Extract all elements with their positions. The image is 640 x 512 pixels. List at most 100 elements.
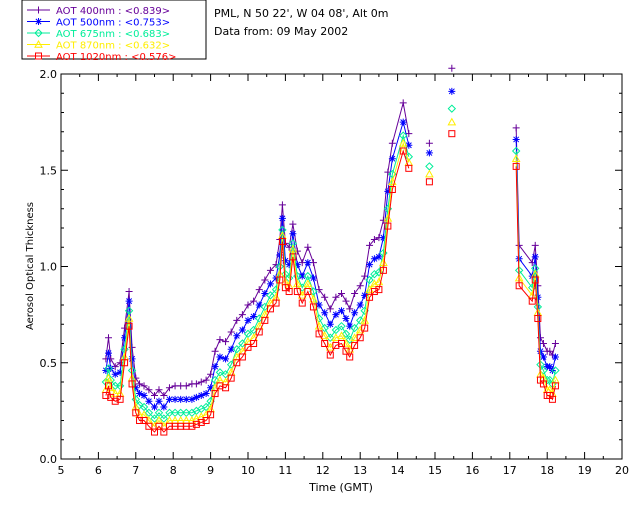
data-point bbox=[182, 395, 190, 403]
data-point bbox=[107, 355, 115, 363]
data-point bbox=[425, 178, 433, 186]
data-point bbox=[321, 309, 329, 317]
data-point bbox=[244, 301, 252, 309]
y-tick-label: 0.5 bbox=[40, 357, 58, 370]
data-point bbox=[399, 147, 407, 155]
data-point bbox=[132, 384, 140, 392]
data-point bbox=[356, 282, 364, 290]
data-point bbox=[216, 336, 224, 344]
data-point bbox=[255, 328, 263, 336]
data-point bbox=[361, 324, 369, 332]
data-point bbox=[326, 333, 335, 342]
data-point bbox=[207, 384, 215, 392]
data-point bbox=[207, 370, 215, 378]
data-point bbox=[261, 289, 269, 297]
y-tick-label: 1.0 bbox=[40, 261, 58, 274]
legend-label: AOT 400nm : <0.839> bbox=[56, 6, 170, 17]
data-point bbox=[338, 340, 345, 347]
data-point bbox=[448, 87, 456, 95]
data-point bbox=[512, 135, 520, 143]
data-point bbox=[331, 333, 341, 342]
x-tick-label: 7 bbox=[132, 464, 139, 477]
data-point bbox=[116, 368, 124, 376]
data-point bbox=[272, 299, 280, 307]
data-point bbox=[211, 390, 219, 398]
data-point bbox=[155, 386, 163, 394]
data-point bbox=[346, 353, 354, 361]
data-point bbox=[211, 347, 219, 355]
data-point bbox=[136, 417, 144, 424]
data-point bbox=[293, 288, 301, 296]
data-point bbox=[337, 331, 346, 340]
data-point bbox=[104, 382, 112, 390]
data-point bbox=[121, 334, 129, 342]
legend: AOT 400nm : <0.839>AOT 500nm : <0.753>AO… bbox=[27, 6, 176, 63]
data-point bbox=[278, 201, 286, 209]
data-point bbox=[278, 225, 287, 235]
data-point bbox=[188, 422, 196, 430]
data-point bbox=[548, 395, 556, 403]
x-tick-label: 19 bbox=[578, 464, 592, 477]
x-tick-label: 6 bbox=[95, 464, 102, 477]
data-point bbox=[111, 370, 119, 378]
x-tick-label: 13 bbox=[353, 464, 367, 477]
data-point bbox=[332, 311, 340, 319]
data-point bbox=[233, 359, 241, 367]
data-point bbox=[111, 397, 119, 405]
data-point bbox=[266, 266, 274, 274]
data-point bbox=[104, 349, 112, 357]
data-point bbox=[536, 334, 544, 342]
data-point bbox=[261, 276, 269, 284]
data-point bbox=[238, 326, 246, 334]
legend-marker bbox=[34, 39, 43, 48]
data-point bbox=[244, 316, 252, 324]
data-point bbox=[370, 288, 378, 296]
data-point bbox=[140, 417, 148, 424]
data-point bbox=[384, 187, 392, 195]
x-tick-label: 9 bbox=[207, 464, 214, 477]
x-tick-label: 18 bbox=[540, 464, 554, 477]
data-point bbox=[337, 321, 346, 331]
data-point bbox=[325, 342, 335, 351]
data-point bbox=[155, 397, 163, 405]
data-point bbox=[375, 286, 383, 294]
x-tick-label: 17 bbox=[503, 464, 517, 477]
data-point bbox=[539, 380, 547, 388]
x-tick-label: 8 bbox=[170, 464, 177, 477]
data-point bbox=[278, 214, 286, 222]
data-point bbox=[155, 422, 163, 430]
data-point bbox=[288, 239, 298, 248]
data-point bbox=[211, 363, 219, 371]
data-point bbox=[202, 417, 210, 424]
data-point bbox=[151, 403, 158, 411]
x-tick-label: 5 bbox=[58, 464, 65, 477]
data-point bbox=[281, 284, 289, 292]
x-tick-label: 16 bbox=[465, 464, 479, 477]
series-aot-675nm bbox=[101, 104, 560, 423]
data-point bbox=[145, 397, 153, 405]
data-point bbox=[388, 139, 396, 147]
data-point bbox=[272, 274, 280, 282]
data-point bbox=[512, 124, 520, 132]
y-tick-label: 0.0 bbox=[40, 453, 58, 466]
data-point bbox=[321, 293, 329, 301]
data-point bbox=[366, 241, 374, 249]
series-aot-1020nm bbox=[102, 130, 559, 436]
data-point bbox=[551, 382, 559, 390]
data-point bbox=[448, 130, 456, 138]
data-point bbox=[351, 341, 359, 349]
data-point bbox=[145, 386, 153, 394]
data-point bbox=[266, 305, 274, 313]
data-point bbox=[192, 380, 200, 388]
data-point bbox=[326, 305, 334, 313]
data-point bbox=[405, 141, 413, 149]
data-point bbox=[135, 400, 144, 410]
data-point bbox=[551, 340, 559, 347]
data-point bbox=[177, 395, 185, 403]
data-point bbox=[366, 261, 374, 269]
data-point bbox=[539, 340, 547, 347]
data-point bbox=[398, 138, 408, 147]
data-point bbox=[332, 293, 340, 301]
data-point bbox=[447, 117, 457, 126]
